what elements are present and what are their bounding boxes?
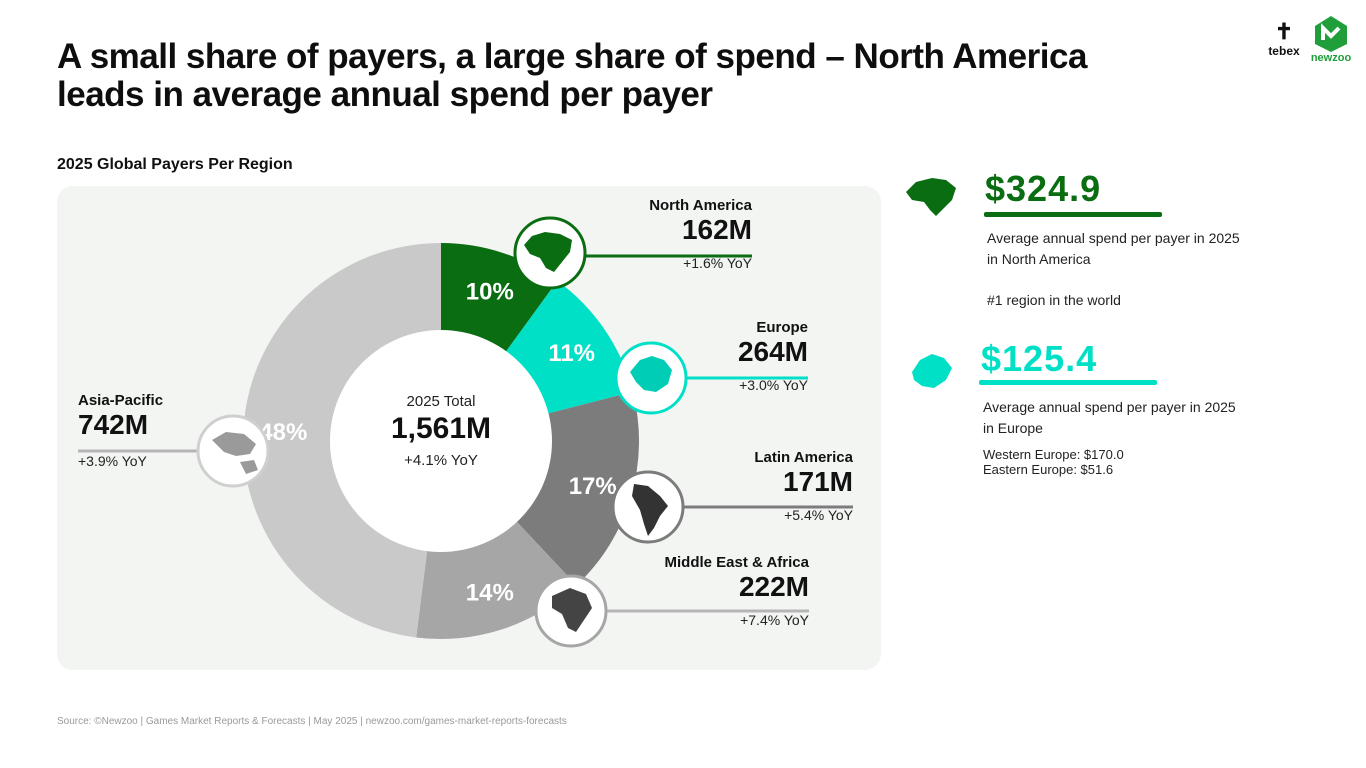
newzoo-logo-icon — [1315, 16, 1347, 52]
region-value: 264M — [737, 336, 808, 367]
tebex-logo-icon: ✝ — [1274, 19, 1294, 44]
spend-north-america-value: $324.9 — [985, 168, 1102, 209]
percent-label-latin-america: 17% — [569, 473, 617, 500]
desc-line-2: in Europe — [983, 420, 1043, 436]
center-total-label: 2025 Total — [406, 393, 476, 410]
label-latin-america: Latin America 171M +5.4% YoY — [693, 449, 853, 523]
north-america-map-icon — [906, 178, 956, 216]
spend-europe-value: $125.4 — [981, 338, 1098, 379]
center-total-value: 1,561M — [390, 412, 492, 445]
tebex-logo: ✝ tebex — [1262, 20, 1306, 64]
center-total: 2025 Total 1,561M +4.1% YoY — [370, 393, 512, 469]
label-north-america: North America 162M +1.6% YoY — [592, 197, 752, 271]
region-yoy: +7.4% YoY — [740, 612, 809, 628]
newzoo-logo: newzoo — [1309, 14, 1353, 66]
western-europe-spend: Western Europe: $170.0 — [983, 447, 1124, 462]
europe-map-icon — [912, 354, 952, 388]
north-america-map-icon — [513, 216, 587, 290]
region-yoy: +5.4% YoY — [784, 507, 853, 523]
label-middle-east-africa: Middle East & Africa 222M +7.4% YoY — [609, 554, 809, 628]
spend-europe-description: Average annual spend per payer in 2025 i… — [983, 397, 1313, 439]
region-yoy: +1.6% YoY — [683, 255, 752, 271]
page-title: A small share of payers, a large share o… — [57, 38, 1157, 114]
spend-north-america-description: Average annual spend per payer in 2025 i… — [987, 228, 1317, 270]
asia-pacific-map-icon — [196, 414, 270, 488]
region-yoy: +3.0% YoY — [739, 377, 808, 393]
desc-line-1: Average annual spend per payer in 2025 — [987, 230, 1240, 246]
page-title-line-1: A small share of payers, a large share o… — [57, 37, 1087, 76]
africa-map-icon — [534, 574, 608, 648]
region-value: 742M — [78, 409, 149, 440]
region-value: 171M — [782, 466, 853, 497]
region-name: Europe — [756, 319, 808, 336]
center-total-yoy: +4.1% YoY — [404, 452, 478, 469]
region-name: Latin America — [754, 449, 853, 466]
region-name: Middle East & Africa — [664, 554, 809, 571]
donut-hole — [330, 330, 552, 552]
desc-line-1: Average annual spend per payer in 2025 — [983, 399, 1236, 415]
chart-title: 2025 Global Payers Per Region — [57, 156, 293, 173]
tebex-logo-text: tebex — [1268, 44, 1300, 58]
desc-line-2: in North America — [987, 251, 1091, 267]
europe-map-icon — [614, 341, 688, 415]
region-value: 222M — [738, 571, 809, 602]
spend-europe-breakdown: Western Europe: $170.0 Eastern Europe: $… — [983, 447, 1283, 477]
spend-europe-underline — [979, 380, 1157, 385]
region-yoy: +3.9% YoY — [78, 453, 147, 469]
region-name: North America — [649, 197, 752, 214]
source-footnote: Source: ©Newzoo | Games Market Reports &… — [57, 716, 567, 727]
spend-north-america-rank: #1 region in the world — [987, 292, 1121, 308]
latin-america-map-icon — [611, 470, 685, 544]
label-asia-pacific: Asia-Pacific 742M +3.9% YoY — [78, 392, 238, 469]
spend-north-america-underline — [984, 212, 1162, 217]
region-name: Asia-Pacific — [78, 392, 164, 409]
page-title-line-2: leads in average annual spend per payer — [57, 75, 713, 114]
newzoo-logo-text: newzoo — [1310, 52, 1352, 64]
percent-label-middle-east-africa: 14% — [466, 579, 514, 606]
percent-label-europe: 11% — [548, 340, 595, 367]
eastern-europe-spend: Eastern Europe: $51.6 — [983, 462, 1114, 477]
region-value: 162M — [681, 214, 752, 245]
percent-label-north-america: 10% — [466, 279, 514, 306]
label-europe: Europe 264M +3.0% YoY — [648, 319, 808, 393]
